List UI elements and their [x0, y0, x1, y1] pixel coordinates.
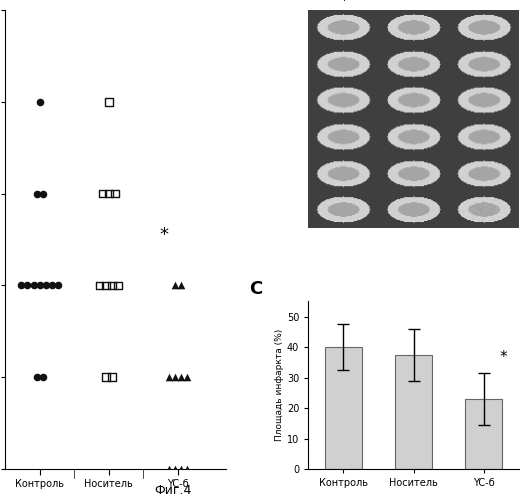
- Point: [108, 373, 116, 381]
- Point: [105, 190, 113, 198]
- Point: [29, 281, 38, 289]
- Y-axis label: Площадь инфаркта (%): Площадь инфаркта (%): [275, 329, 284, 441]
- Point: [177, 373, 185, 381]
- Text: C: C: [249, 279, 263, 297]
- Point: [108, 281, 116, 289]
- Point: [95, 281, 104, 289]
- Point: [42, 281, 50, 289]
- Point: [17, 281, 25, 289]
- Point: [36, 98, 44, 106]
- Point: [165, 373, 173, 381]
- Point: [165, 465, 173, 473]
- Bar: [465, 399, 502, 469]
- Point: [171, 281, 179, 289]
- Point: [183, 373, 191, 381]
- Text: *: *: [160, 226, 169, 244]
- Point: [111, 190, 119, 198]
- Text: Носитель: Носитель: [391, 0, 436, 1]
- Point: [32, 373, 41, 381]
- Bar: [325, 347, 362, 469]
- Point: [114, 281, 123, 289]
- Point: [105, 98, 113, 106]
- Point: [177, 465, 185, 473]
- Point: [102, 281, 110, 289]
- Point: [171, 373, 179, 381]
- Text: YC-б: YC-б: [474, 0, 494, 1]
- Text: *: *: [499, 350, 507, 365]
- Point: [32, 190, 41, 198]
- Text: Фиг.4: Фиг.4: [154, 484, 192, 497]
- Point: [54, 281, 62, 289]
- Bar: [395, 355, 432, 469]
- Point: [99, 190, 107, 198]
- Point: [36, 281, 44, 289]
- Point: [48, 281, 57, 289]
- Point: [39, 373, 47, 381]
- Point: [183, 465, 191, 473]
- Point: [39, 190, 47, 198]
- Text: Контроль: Контроль: [321, 0, 366, 1]
- Point: [102, 373, 110, 381]
- Point: [177, 281, 185, 289]
- Point: [23, 281, 31, 289]
- Point: [171, 465, 179, 473]
